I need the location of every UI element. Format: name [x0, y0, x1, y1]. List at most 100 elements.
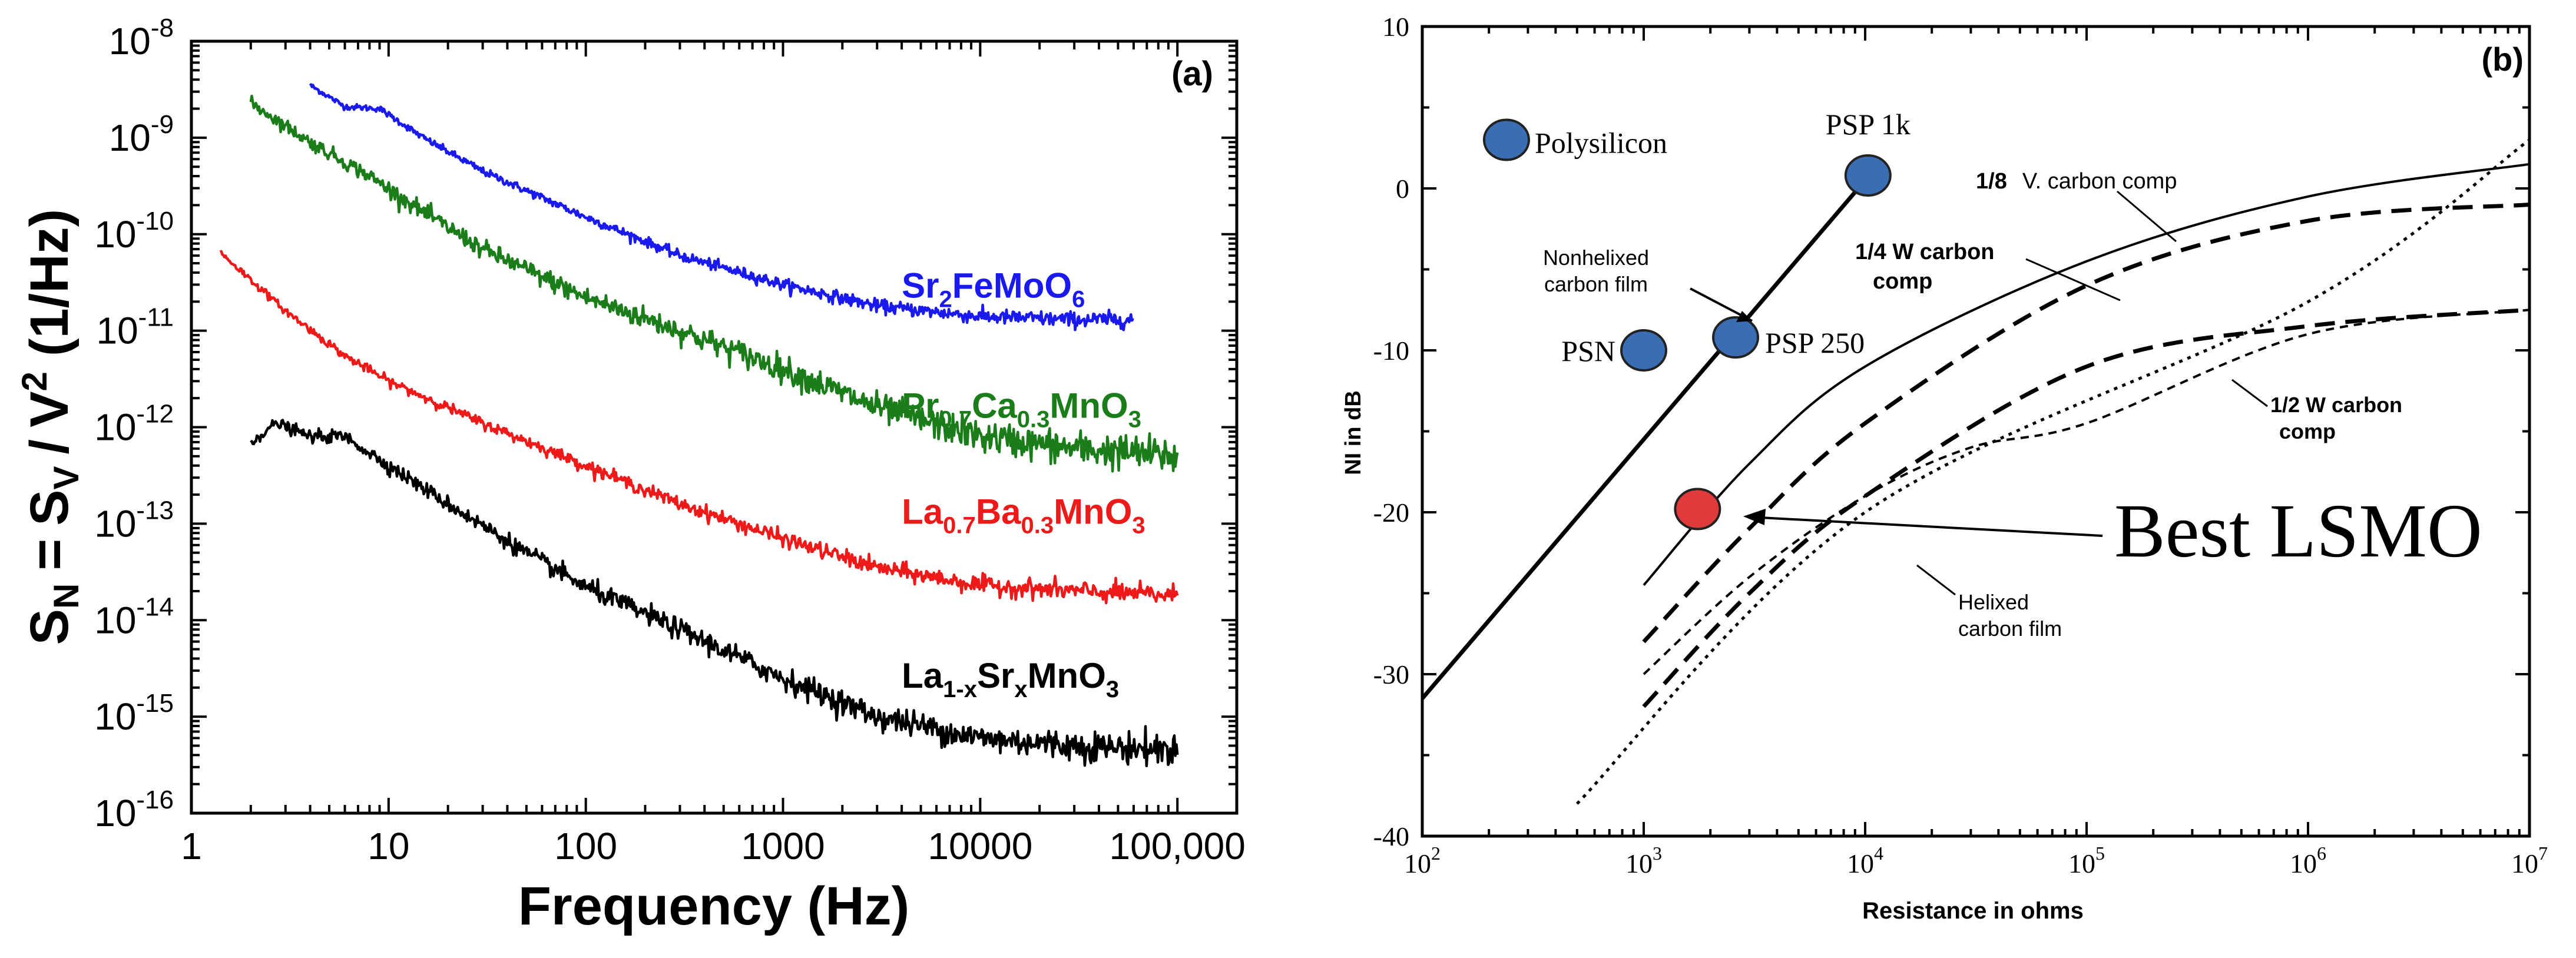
- panel-a-y-axis-title: SN=SV/V2(1/Hz): [15, 209, 86, 645]
- panel-a-y-tick-exponent: -8: [151, 14, 174, 42]
- panel-a-y-tick-base: 10: [94, 599, 136, 641]
- series-label-part: 3: [1106, 677, 1119, 702]
- series-label-part: 0.7: [943, 512, 976, 538]
- series-label-part: 2: [939, 287, 952, 313]
- y-title-eq: =: [19, 539, 80, 571]
- panel-b-x-tick-label: 102: [1404, 843, 1441, 879]
- panel-a-y-tick-base: 10: [94, 406, 136, 449]
- panel-a-y-tick-exponent: -11: [138, 303, 174, 332]
- annot-half-pointer: [2231, 379, 2268, 407]
- panel-a-x-tick-label: 100,000: [1110, 825, 1246, 867]
- series-label-lbmo: La0.7Ba0.3MnO3: [902, 492, 1145, 538]
- panel-b-x-tick-label: 103: [1625, 843, 1662, 879]
- panel-a-y-tick-exponent: -12: [136, 400, 174, 429]
- panel-b-x-tick-base: 10: [1847, 848, 1874, 879]
- panel-b-markers: [1482, 118, 1892, 531]
- panel-a-x-tick-label: 100: [554, 825, 617, 867]
- panel-b-x-tick-base: 10: [2068, 848, 2095, 879]
- panel-b-x-tick-exponent: 3: [1653, 843, 1662, 864]
- annot-eighth-w: 1/8 V. carbon comp: [1976, 169, 2177, 194]
- panel-a-plot-frame: [190, 39, 1239, 815]
- annot-helixed-pointer: [1916, 564, 1956, 596]
- panel-a-minor-ticks: [191, 41, 1238, 813]
- panel-a-y-tick-base: 10: [94, 695, 136, 738]
- panel-a-x-axis-title: Frequency (Hz): [518, 876, 910, 936]
- panel-a-label: (a): [1171, 55, 1213, 93]
- annot-best-arrowhead: [1743, 509, 1766, 525]
- panel-a-y-tick-label: 10-11: [96, 303, 174, 352]
- panel-b-label: (b): [2481, 41, 2524, 78]
- panel-a-y-tick-label: 10-15: [94, 689, 174, 738]
- curve-quarter_w_b: [1642, 307, 2530, 708]
- panel-b-x-tick-base: 10: [1404, 848, 1431, 879]
- series-label-part: 1-x: [943, 677, 977, 702]
- panel-b-x-tick-label: 105: [2068, 843, 2105, 879]
- panel-b-x-tick-exponent: 6: [2317, 843, 2326, 864]
- panel-b-x-tick-base: 10: [2290, 848, 2317, 879]
- panel-a-y-tick-label: 10-9: [109, 110, 174, 159]
- panel-a-y-tick-label: 10-8: [109, 14, 174, 62]
- annot-quarter-pointer: [2025, 258, 2121, 301]
- marker-psp-250: [1712, 316, 1760, 359]
- y-title-s2: S: [19, 489, 80, 525]
- series-label-part: 0.3: [1021, 512, 1054, 538]
- panel-b-y-axis-title: NI in dB: [1341, 390, 1366, 475]
- curve-quarter_w_a: [1642, 203, 2530, 644]
- panel-b-y-tick-label: -30: [1373, 659, 1409, 690]
- panel-a-y-tick-exponent: -10: [136, 207, 174, 236]
- annot-half-1: 1/2 W carbon: [2270, 393, 2402, 417]
- marker-best-lsmo: [1674, 488, 1721, 531]
- curve-film_line: [1421, 178, 1867, 700]
- panel-b-x-tick-label: 106: [2290, 843, 2326, 879]
- series-line-sfmo: [309, 83, 1134, 332]
- panel-a-y-tick-base: 10: [109, 20, 151, 62]
- annot-quarter-1: 1/4 W carbon: [1855, 240, 1995, 264]
- panel-b-x-axis-title: Resistance in ohms: [1862, 898, 2084, 924]
- panel-b-series: [1421, 138, 2531, 805]
- marker-psp-1k: [1844, 154, 1892, 197]
- panel-a-y-tick-label: 10-12: [94, 400, 174, 449]
- annot-eighth-fraction: 1/8: [1976, 169, 2007, 194]
- marker-psn: [1620, 329, 1667, 372]
- series-label-part: x: [1014, 677, 1027, 702]
- series-label-part: 3: [1132, 512, 1145, 538]
- series-label-part: FeMoO: [952, 266, 1072, 306]
- panel-b-x-tick-base: 10: [1625, 848, 1653, 879]
- y-title-s: S: [19, 609, 80, 645]
- y-title-sub-v: V: [47, 466, 86, 489]
- series-label-part: Ba: [976, 492, 1021, 531]
- panel-a-series: [219, 83, 1179, 768]
- panel-b-x-tick-exponent: 2: [1431, 843, 1441, 864]
- panel-a-x-ticks: 1 10 100 1000 10000 100,000: [181, 41, 1246, 867]
- curve-eighth_w: [1643, 163, 2530, 586]
- panel-a-y-tick-label: 10-10: [94, 207, 174, 256]
- marker-polysilicon: [1482, 118, 1530, 161]
- series-label-part: Sr: [977, 656, 1014, 695]
- series-label-part: 0.3: [1017, 407, 1050, 433]
- series-label-part: 3: [1128, 407, 1141, 433]
- panel-a-y-tick-label: 10-14: [94, 592, 174, 641]
- y-title-slash: /: [19, 439, 80, 455]
- panel-a-x-tick-label: 10: [367, 825, 409, 867]
- label-psp-250: PSP 250: [1765, 326, 1865, 359]
- series-label-lsmo: La1-xSrxMnO3: [902, 656, 1119, 702]
- y-title-v: V: [19, 392, 80, 427]
- panel-a-y-tick-label: 10-16: [94, 785, 174, 834]
- panel-a-y-tick-exponent: -16: [136, 785, 174, 814]
- annot-best-arrow: [1749, 516, 2103, 537]
- series-label-part: MnO: [1028, 656, 1106, 695]
- panel-a-x-tick-label: 1000: [741, 825, 825, 867]
- panel-a-y-tick-base: 10: [109, 117, 151, 159]
- y-title-sup-2: 2: [15, 372, 54, 391]
- panel-a-y-tick-base: 10: [96, 310, 138, 352]
- panel-b-x-tick-label: 104: [1847, 843, 1883, 879]
- panel-b-y-tick-label: -40: [1373, 821, 1409, 851]
- panel-b-y-tick-label: 10: [1382, 12, 1409, 42]
- panel-b-y-tick-label: 0: [1396, 174, 1409, 204]
- panel-b-x-tick-base: 10: [2511, 848, 2538, 879]
- annot-eighth-pointer: [2117, 190, 2177, 243]
- panel-a-y-ticks: 10-1610-1510-1410-1310-1210-1110-1010-91…: [94, 14, 1237, 834]
